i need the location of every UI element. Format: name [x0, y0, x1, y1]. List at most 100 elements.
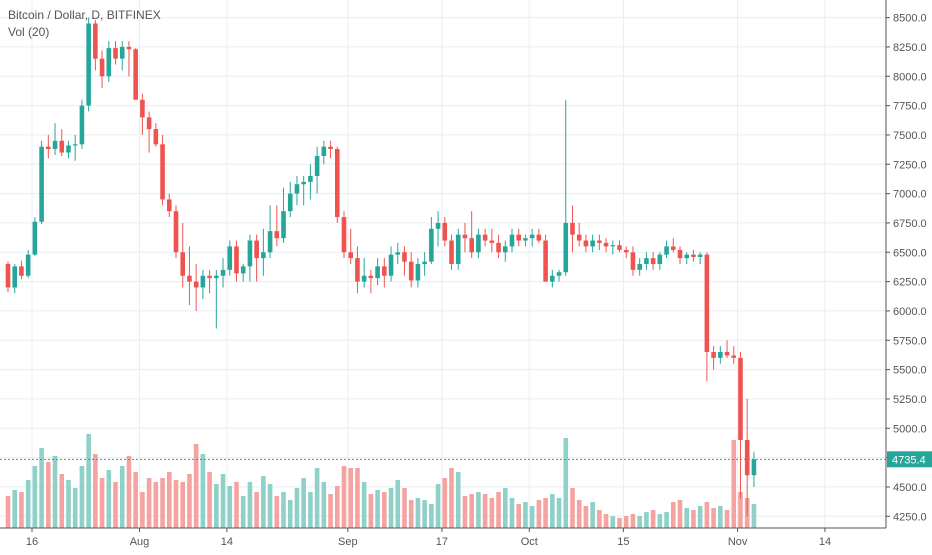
price-tick-label: 8250.0: [893, 42, 927, 54]
volume-bar: [751, 504, 757, 528]
candle-body: [637, 264, 642, 270]
candle-body: [644, 258, 649, 264]
price-tick-label: 7750.0: [893, 101, 927, 113]
volume-bar: [731, 440, 737, 528]
candle-body: [46, 146, 51, 150]
grid-layer: [0, 0, 886, 528]
volume-bar: [106, 470, 112, 528]
volume-bar: [5, 496, 11, 528]
volume-bar: [119, 466, 125, 528]
volume-bar: [79, 466, 85, 528]
candle-body: [449, 240, 454, 264]
volume-bar: [623, 516, 629, 528]
candle-body: [697, 254, 703, 257]
candle-body: [442, 222, 448, 241]
volume-bar: [281, 492, 286, 528]
candle-body: [711, 352, 716, 358]
candle-body: [86, 23, 91, 106]
volume-bar: [133, 472, 138, 528]
time-tick-label: 17: [436, 536, 448, 548]
candle-body: [462, 234, 468, 239]
volume-bar: [166, 472, 172, 528]
time-tick-label: Sep: [338, 536, 358, 548]
volume-bar: [12, 490, 18, 528]
volume-bar: [227, 486, 233, 528]
candle-body: [160, 144, 165, 200]
time-tick-label: Nov: [728, 536, 748, 548]
candle-body: [287, 193, 293, 212]
candle-body: [227, 246, 233, 270]
candle-body: [610, 245, 616, 247]
volume-bar: [402, 488, 407, 528]
candle-body: [146, 117, 152, 130]
candle-body: [348, 252, 354, 259]
volume-bar: [422, 500, 427, 528]
candle-body: [563, 222, 569, 273]
volume-bar: [146, 478, 152, 528]
price-tick-label: 5250.0: [893, 394, 927, 406]
volume-bar: [321, 482, 327, 528]
candle-body: [173, 211, 179, 253]
volume-bar: [388, 488, 394, 528]
chart-legend: Bitcoin / Dollar, D, BITFINEX Vol (20): [8, 7, 161, 41]
volume-bar: [261, 476, 266, 528]
volume-bar: [677, 500, 683, 528]
volume-bar: [160, 478, 165, 528]
candle-body: [308, 176, 313, 182]
candle-body: [664, 246, 669, 255]
price-tick-label: 7500.0: [893, 130, 927, 142]
candle-body: [187, 275, 192, 282]
candle-body: [691, 254, 696, 257]
candle-body: [751, 459, 757, 476]
volume-bar: [314, 468, 320, 528]
price-tick-label: 7000.0: [893, 189, 927, 201]
candle-body: [200, 275, 206, 288]
candle-body: [570, 222, 575, 235]
volume-bar: [234, 482, 239, 528]
volume-bar: [25, 480, 31, 528]
volume-bar: [603, 514, 609, 528]
candle-body: [516, 234, 522, 241]
candle-body: [375, 266, 380, 279]
volume-bar: [509, 498, 515, 528]
volume-bar: [308, 492, 313, 528]
price-tick-label: 6500.0: [893, 247, 927, 259]
volume-bar: [187, 474, 192, 528]
candle-body: [738, 357, 743, 440]
candle-body: [556, 272, 562, 276]
volume-bar: [368, 494, 374, 528]
candle-body: [25, 254, 31, 276]
volume-bar: [469, 494, 474, 528]
volume-bar: [180, 482, 186, 528]
candle-body: [314, 156, 320, 176]
candle-body: [261, 252, 266, 259]
candle-body: [180, 252, 186, 276]
candle-body: [281, 211, 286, 239]
volume-bar: [449, 468, 454, 528]
candle-body: [650, 258, 656, 264]
volume-bar: [670, 502, 676, 528]
volume-bar: [408, 500, 414, 528]
volume-bar: [563, 438, 569, 528]
volume-bar: [52, 456, 58, 528]
volume-bar: [32, 466, 38, 528]
candle-body: [731, 355, 737, 358]
volume-bar: [684, 508, 690, 528]
volume-bar: [718, 506, 723, 528]
volume-bar: [355, 468, 360, 528]
volume-bar: [644, 512, 649, 528]
volume-bar: [697, 506, 703, 528]
price-tick-label: 8500.0: [893, 13, 927, 25]
volume-bar: [657, 514, 663, 528]
last-price-label: 4735.4: [892, 454, 926, 466]
candle-body: [72, 144, 78, 146]
volume-bar: [274, 496, 280, 528]
volume-bar: [294, 488, 300, 528]
candle-body: [140, 99, 145, 118]
volume-bar: [113, 482, 118, 528]
candle-body: [523, 238, 528, 241]
candle-body: [247, 240, 253, 267]
volume-bar: [46, 462, 51, 528]
candle-body: [99, 58, 105, 77]
